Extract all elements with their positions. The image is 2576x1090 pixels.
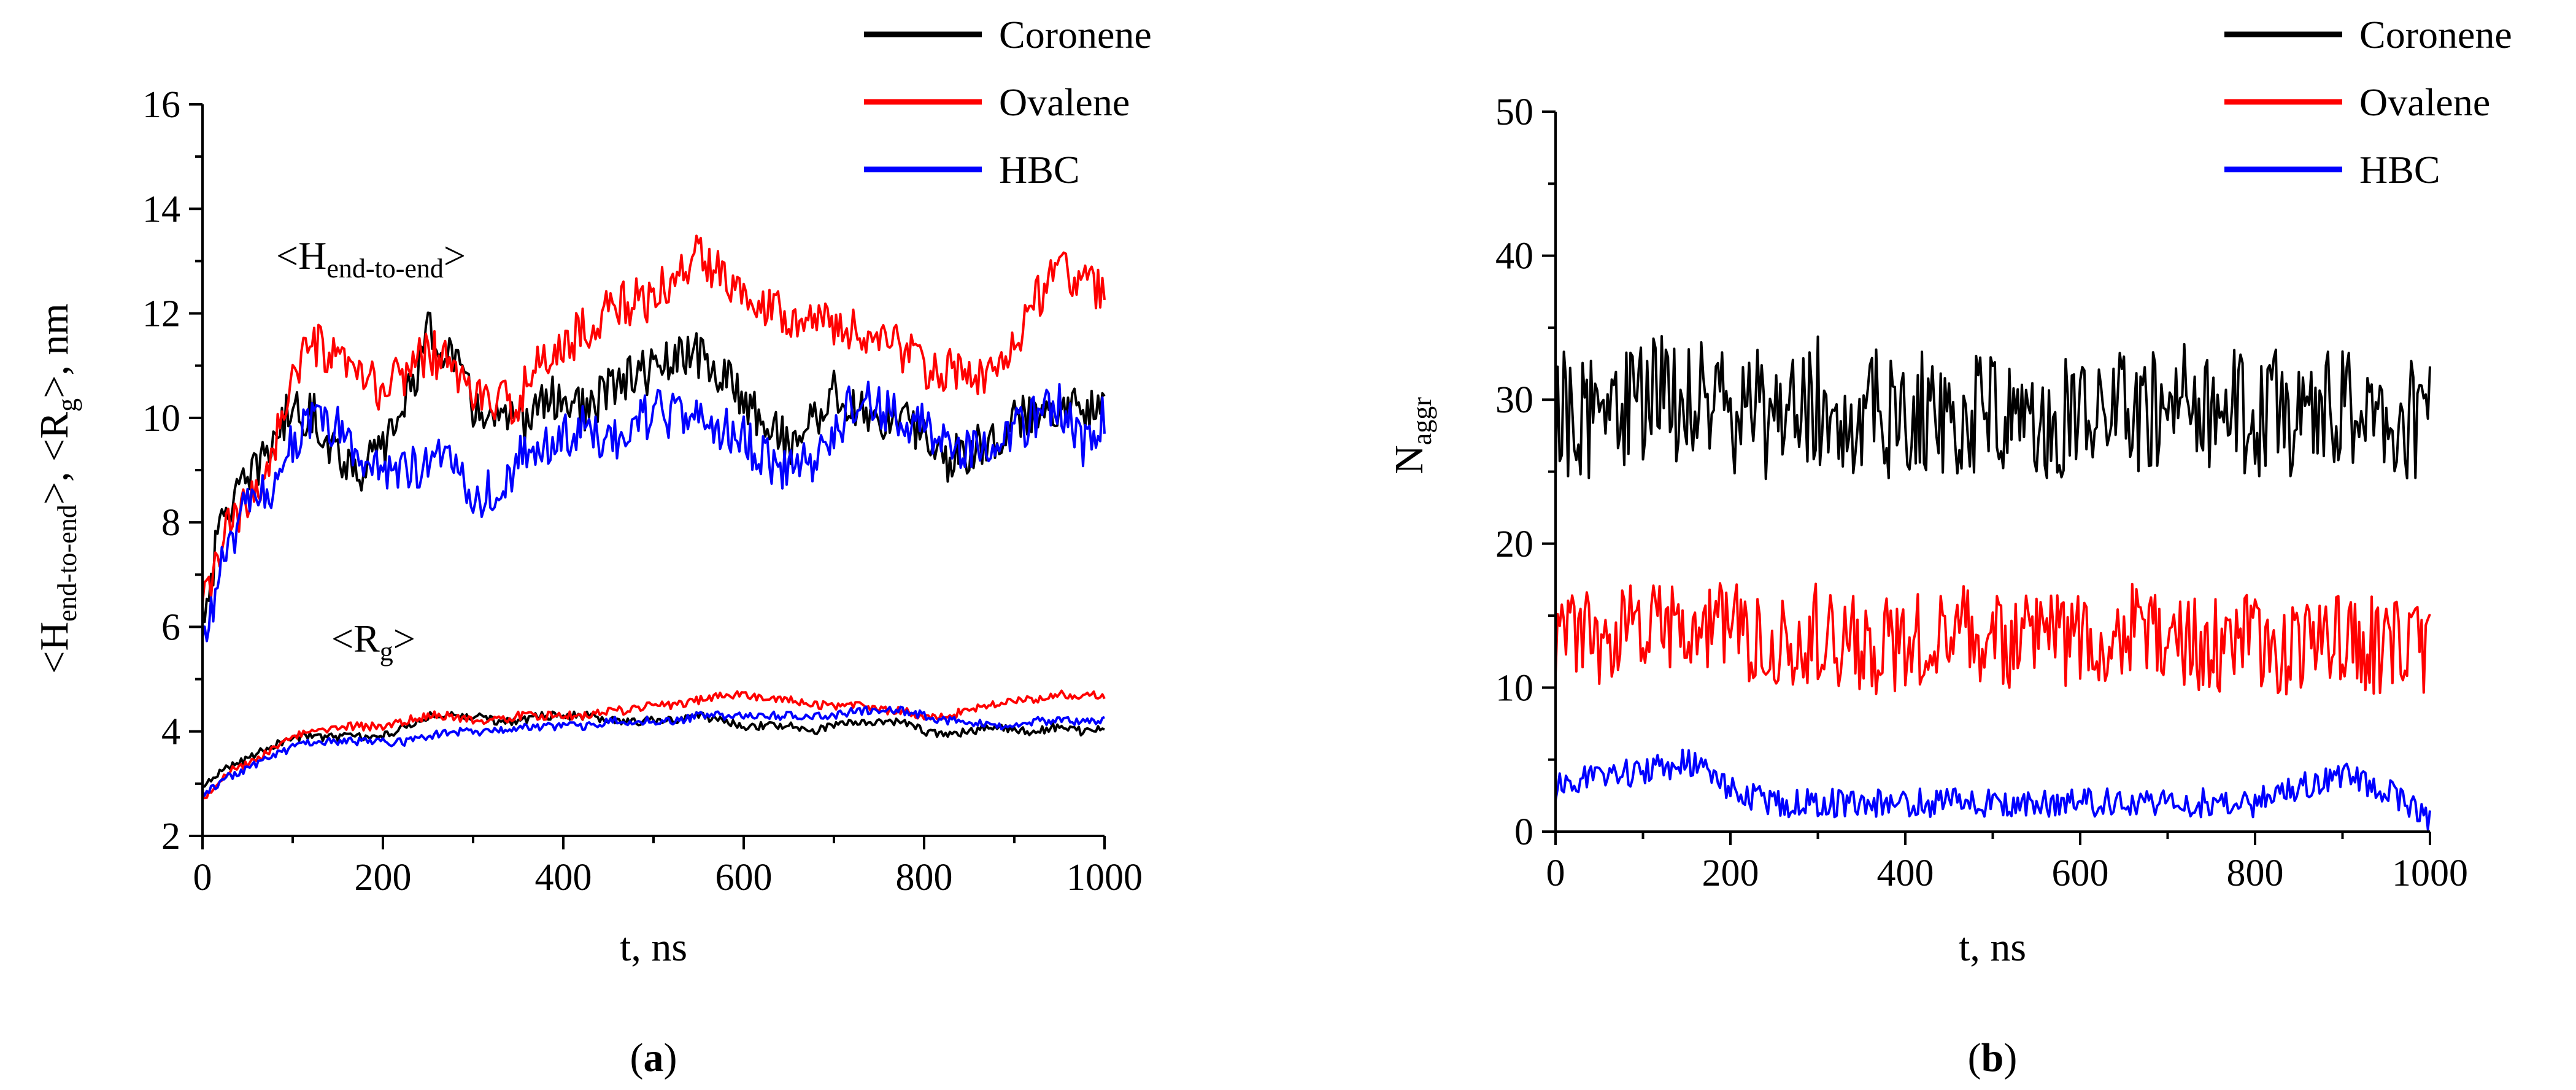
panel-a-y-axis-title: <Hend-to-end>, <Rg>, nm xyxy=(32,303,82,674)
panel-a-x-tick-label: 400 xyxy=(535,857,592,899)
panel-a-y-tick-label: 12 xyxy=(142,293,180,335)
panel-a-y-tick-label: 6 xyxy=(161,606,180,648)
panel-a-tick-labels: 0 200 400 600 800 1000 2 4 6 8 10 12 14 16 xyxy=(142,84,1143,899)
panel-a-y-tick-label: 8 xyxy=(161,502,180,544)
panel-b-x-tick-label: 600 xyxy=(2052,852,2109,894)
panel-a-x-tick-label: 1000 xyxy=(1066,857,1143,899)
panel-b-series-hbc-n xyxy=(1554,748,2431,830)
panel-b-legend-label-coronene: Coronene xyxy=(2359,13,2512,56)
panel-a-annotation-h-end-to-end: <Hend-to-end> xyxy=(276,234,466,284)
panel-b-y-tick-label: 50 xyxy=(1495,91,1533,133)
panel-b-x-tick-label: 0 xyxy=(1546,852,1565,894)
panel-a-x-axis-title: t, ns xyxy=(620,925,687,970)
panel-a-caption: (a) xyxy=(630,1035,677,1080)
panel-b-series-layer xyxy=(1554,334,2431,830)
panel-b-legend-label-hbc: HBC xyxy=(2359,148,2440,191)
panel-b-legend-label-ovalene: Ovalene xyxy=(2359,80,2490,124)
panel-b-y-tick-label: 40 xyxy=(1495,236,1533,277)
panel-b-y-tick-label: 0 xyxy=(1514,811,1533,853)
panel-a-legend-label-coronene: Coronene xyxy=(999,13,1152,56)
panel-b-series-ovalene-n xyxy=(1554,582,2431,696)
panel-b-chart: 0 200 400 600 800 1000 0 10 20 30 40 50 t, ns Naggr… xyxy=(1387,13,2512,1080)
panel-a-axes xyxy=(189,103,1106,849)
panel-a-x-tick-label: 0 xyxy=(193,857,212,899)
panel-a-chart: 0 200 400 600 800 1000 2 4 6 8 10 12 14 16 t, ns <Hen… xyxy=(32,13,1152,1080)
panel-b-x-tick-label: 1000 xyxy=(2392,852,2468,894)
panel-a-y-tick-label: 10 xyxy=(142,398,180,439)
panel-b-x-axis-title: t, ns xyxy=(1959,925,2026,970)
panel-a-y-tick-label: 4 xyxy=(161,711,180,753)
panel-b-tick-labels: 0 200 400 600 800 1000 0 10 20 30 40 50 xyxy=(1495,91,2468,894)
panel-a-series-ovalene-rg xyxy=(202,689,1106,800)
panel-b-x-tick-label: 400 xyxy=(1877,852,1934,894)
panel-a-series-hbc-h-end-to-end xyxy=(201,381,1106,643)
panel-b-y-axis-title: Naggr xyxy=(1387,397,1437,474)
panel-a-legend-label-hbc: HBC xyxy=(999,148,1080,191)
panel-b-x-tick-label: 200 xyxy=(1702,852,1759,894)
panel-a-y-tick-label: 16 xyxy=(142,84,180,126)
panel-a-y-tick-label: 2 xyxy=(161,816,180,857)
panel-b-legend: Coronene Ovalene HBC xyxy=(2224,13,2512,191)
panel-b-caption: (b) xyxy=(1968,1035,2018,1080)
panel-b-y-tick-label: 30 xyxy=(1495,379,1533,421)
panel-b-y-tick-label: 20 xyxy=(1495,524,1533,565)
panel-a-legend-label-ovalene: Ovalene xyxy=(999,80,1130,124)
panel-b-axes xyxy=(1542,110,2431,845)
panel-a-legend: Coronene Ovalene HBC xyxy=(864,13,1152,191)
panel-a-x-tick-label: 200 xyxy=(355,857,412,899)
panel-a-x-tick-label: 600 xyxy=(715,857,773,899)
panel-a-annotation-rg: <Rg> xyxy=(331,617,415,667)
panel-a-x-tick-label: 800 xyxy=(896,857,953,899)
panel-a-series-coronene-h-end-to-end xyxy=(201,311,1106,624)
panel-b-series-coronene-n xyxy=(1554,334,2431,481)
panel-a-series-hbc-rg xyxy=(201,705,1105,797)
panel-b-y-tick-label: 10 xyxy=(1495,667,1533,709)
panel-a-series-ovalene-h-end-to-end xyxy=(201,234,1106,604)
panel-a-y-tick-label: 14 xyxy=(142,188,180,230)
panel-a-series-layer xyxy=(201,234,1106,800)
panel-b-x-tick-label: 800 xyxy=(2227,852,2284,894)
